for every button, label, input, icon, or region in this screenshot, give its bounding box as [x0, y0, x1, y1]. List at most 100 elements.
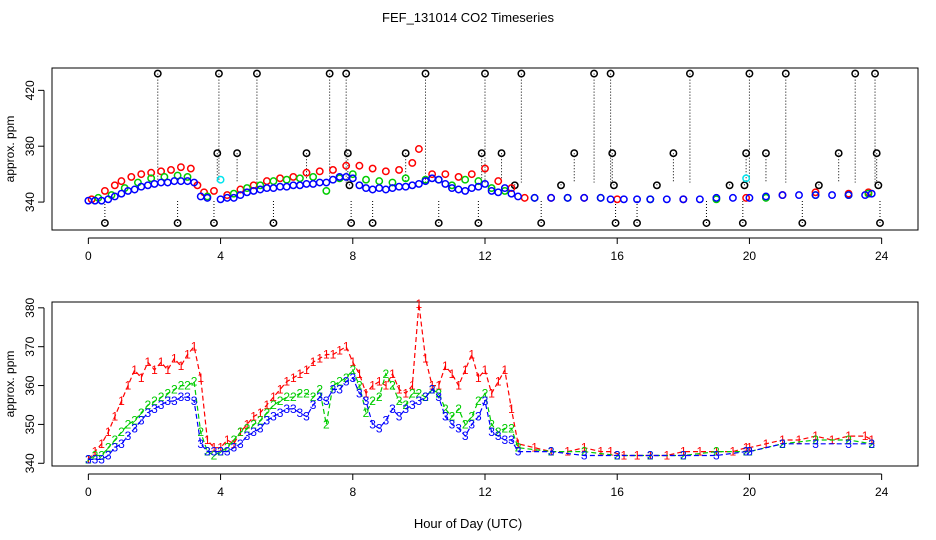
data-point-series-1 [137, 170, 146, 179]
series-marker-3: 3 [171, 394, 178, 408]
series-marker-2: 2 [336, 375, 343, 389]
data-point-series-3 [269, 184, 278, 193]
series-marker-3: 3 [197, 437, 204, 451]
spike-point [347, 219, 356, 227]
data-point-series-1 [110, 181, 119, 190]
data-point-series-1 [329, 165, 337, 174]
series-marker-2: 2 [230, 433, 237, 447]
series-marker-1: 1 [323, 347, 330, 361]
spike-point [608, 149, 617, 158]
series-marker-1: 1 [290, 371, 297, 385]
data-point-series-3 [712, 193, 721, 202]
data-point-series-3 [514, 192, 523, 201]
data-point-series-1 [613, 195, 622, 204]
series-marker-1: 1 [363, 386, 370, 400]
series-marker-3: 3 [468, 417, 475, 431]
spike-point [100, 219, 109, 227]
series-marker-1: 1 [697, 445, 704, 459]
series-marker-3: 3 [455, 421, 462, 435]
spike-point [606, 69, 615, 78]
data-point-series-1 [481, 164, 489, 173]
spike-point [762, 149, 770, 158]
data-point-series-1 [494, 177, 503, 186]
series-marker-1: 1 [779, 433, 786, 447]
data-point-series-3 [454, 185, 463, 194]
series-marker-3: 3 [475, 410, 482, 424]
data-point-series-2 [173, 171, 182, 180]
series-marker-2: 2 [449, 410, 456, 424]
y-axis-label: approx. ppm [3, 351, 17, 418]
series-marker-1: 1 [449, 367, 456, 381]
series-marker-2: 2 [310, 390, 317, 404]
series-marker-3: 3 [349, 371, 356, 385]
series-marker-3: 3 [343, 375, 350, 389]
series-marker-2: 2 [409, 386, 416, 400]
data-point-series-2 [295, 174, 304, 183]
series-marker-3: 3 [779, 437, 786, 451]
x-tick-label: 24 [875, 249, 889, 263]
data-point-series-3 [183, 177, 192, 186]
data-point-series-1 [100, 186, 109, 195]
series-marker-3: 3 [125, 429, 132, 443]
data-point-series-3 [606, 195, 615, 204]
spike-point [213, 149, 222, 158]
series-marker-1: 1 [250, 410, 257, 424]
data-point-series-1 [315, 167, 324, 176]
data-point-series-3 [329, 175, 337, 184]
spike-point [153, 69, 162, 78]
x-tick-label: 4 [217, 249, 224, 263]
data-point-series-3 [646, 195, 655, 204]
series-marker-3: 3 [250, 425, 257, 439]
data-point-series-2 [269, 177, 278, 186]
series-marker-3: 3 [647, 449, 654, 463]
series-marker-3: 3 [290, 402, 297, 416]
data-point-series-3 [428, 174, 437, 183]
series-marker-2: 2 [868, 437, 875, 451]
series-marker-1: 1 [178, 359, 185, 373]
series-marker-1: 1 [310, 355, 317, 369]
data-point-series-1 [117, 177, 126, 186]
series-marker-2: 2 [389, 379, 396, 393]
data-point-series-3 [381, 185, 390, 194]
series-marker-1: 1 [468, 347, 475, 361]
series-marker-1: 1 [416, 297, 423, 311]
data-point-series-1 [276, 174, 285, 183]
spike-point [872, 149, 881, 158]
x-tick-label: 12 [478, 485, 492, 499]
series-marker-2: 2 [217, 445, 224, 459]
series-marker-2: 2 [290, 390, 297, 404]
data-point-series-2 [461, 175, 470, 184]
series-marker-3: 3 [488, 425, 495, 439]
series-marker-3: 3 [429, 382, 436, 396]
data-point-series-3 [289, 181, 298, 190]
data-point-series-1 [428, 170, 437, 179]
series-marker-2: 2 [297, 386, 304, 400]
data-point-series-3 [563, 193, 572, 202]
data-point-series-3 [401, 182, 410, 191]
data-point-series-3 [368, 185, 377, 194]
data-point-series-3 [216, 195, 225, 204]
series-marker-3: 3 [330, 382, 337, 396]
series-marker-1: 1 [356, 367, 363, 381]
series-marker-2: 2 [197, 425, 204, 439]
data-point-series-1 [167, 165, 175, 174]
series-marker-1: 1 [164, 363, 171, 377]
series-marker-3: 3 [264, 414, 271, 428]
series-marker-2: 2 [356, 379, 363, 393]
series-marker-1: 1 [482, 363, 489, 377]
data-point-series-3 [662, 195, 671, 204]
series-marker-2: 2 [257, 414, 264, 428]
series-marker-3: 3 [812, 437, 819, 451]
series-marker-2: 2 [264, 406, 271, 420]
data-point-series-3 [500, 184, 509, 193]
plot-frame [51, 301, 919, 467]
series-marker-2: 2 [369, 394, 376, 408]
data-point-series-3 [867, 189, 876, 198]
data-point-series-3 [104, 195, 113, 204]
spike-point [537, 219, 546, 227]
series-marker-1: 1 [257, 406, 264, 420]
series-marker-1: 1 [531, 441, 538, 455]
data-point-series-3 [262, 184, 271, 193]
series-marker-3: 3 [92, 452, 99, 466]
